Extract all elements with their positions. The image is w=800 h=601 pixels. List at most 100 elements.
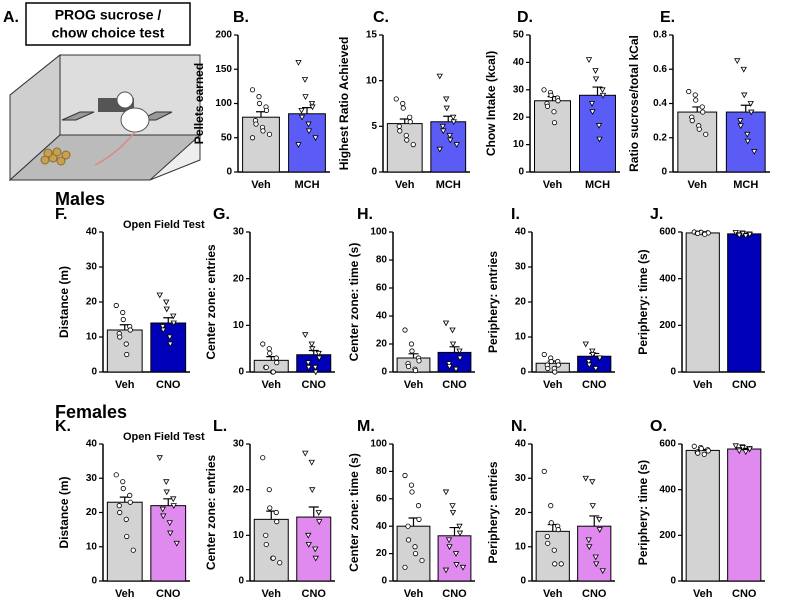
data-point (163, 299, 170, 306)
data-point (456, 523, 463, 530)
data-point (405, 523, 411, 529)
panel-letter: E. (660, 9, 675, 26)
data-point (736, 448, 743, 455)
bar (685, 449, 720, 582)
data-point (452, 551, 460, 557)
data-point (308, 459, 315, 466)
y-tick-label: 30 (233, 439, 245, 450)
data-point (552, 369, 558, 375)
bar (577, 355, 612, 373)
panel-letter: J. (650, 206, 663, 223)
x-tick-label: MCH (294, 179, 319, 191)
data-point (449, 327, 456, 334)
data-point (456, 348, 463, 355)
data-point (456, 355, 464, 362)
y-tick-label: 30 (515, 262, 527, 273)
y-tick-label: 100 (215, 98, 232, 109)
data-point (555, 98, 561, 104)
data-point (705, 448, 711, 454)
data-point (260, 455, 266, 461)
data-point (263, 107, 270, 113)
panel-letter: H. (357, 206, 373, 223)
x-tick-label: MCH (585, 179, 610, 191)
data-point (592, 366, 599, 372)
data-point (170, 320, 177, 327)
y-tick-label: 0 (91, 576, 97, 587)
x-tick-label: Veh (115, 379, 135, 391)
data-point (732, 443, 739, 450)
data-point (409, 348, 415, 354)
data-point (443, 96, 450, 103)
y-tick-label: 10 (86, 541, 98, 552)
data-point (309, 487, 316, 493)
data-point (436, 146, 443, 153)
data-point (585, 359, 592, 365)
data-point (298, 107, 305, 114)
data-point (170, 313, 177, 320)
data-point (736, 232, 743, 239)
data-point (312, 555, 319, 562)
data-point (308, 341, 315, 348)
x-tick-label: Veh (543, 179, 563, 191)
data-point (124, 533, 130, 540)
x-tick-label: Veh (693, 588, 713, 600)
y-tick-label: 20 (515, 507, 527, 518)
y-tick-label: 0.6 (653, 64, 667, 75)
y-tick-label: 5 (371, 121, 377, 132)
x-tick-label: CNO (302, 379, 327, 391)
y-axis-label: Center zone: time (s) (347, 453, 361, 572)
panel-letter: C. (373, 9, 389, 26)
y-tick-label: 20 (515, 297, 527, 308)
data-point (408, 341, 415, 347)
data-point (589, 352, 596, 358)
data-point (449, 510, 457, 516)
y-tick-label: 20 (233, 484, 245, 495)
x-tick-label: Veh (693, 379, 713, 391)
x-tick-label: CNO (442, 379, 467, 391)
data-point (167, 530, 174, 537)
data-point (407, 119, 413, 125)
y-tick-label: 0.4 (653, 98, 667, 109)
data-point (163, 306, 170, 313)
data-point (396, 123, 402, 129)
data-point (412, 367, 419, 374)
y-tick-label: 80 (376, 466, 388, 477)
y-tick-label: 200 (659, 320, 676, 331)
data-point (301, 77, 309, 83)
data-point (595, 123, 603, 129)
y-tick-label: 200 (659, 530, 676, 541)
data-point (274, 360, 280, 366)
data-point (555, 362, 561, 368)
data-point (123, 516, 129, 522)
data-point (740, 66, 747, 73)
data-point (173, 540, 180, 547)
data-point (548, 92, 554, 98)
data-point (302, 450, 309, 457)
error-bar (256, 111, 266, 118)
data-point (402, 564, 408, 570)
data-point (589, 479, 596, 485)
y-axis-label: Periphery: time (s) (636, 249, 650, 354)
box-title: chow choice test (52, 25, 165, 41)
data-point (734, 58, 741, 65)
y-tick-label: 30 (86, 262, 98, 273)
data-point (312, 369, 319, 376)
y-axis-label: Center zone: time (s) (347, 243, 361, 362)
data-point (742, 449, 749, 456)
y-tick-label: 0 (238, 576, 244, 587)
data-point (698, 445, 704, 452)
data-point (260, 341, 266, 347)
data-point (312, 364, 319, 371)
x-tick-label: Veh (115, 588, 135, 600)
y-tick-label: 50 (513, 30, 525, 41)
data-point (545, 540, 551, 546)
y-tick-label: 15 (366, 30, 378, 41)
y-axis-label: Periphery: time (s) (636, 460, 650, 565)
data-point (552, 561, 558, 567)
data-point (397, 128, 403, 134)
data-point (419, 557, 425, 564)
data-point (737, 123, 744, 130)
data-point (582, 475, 589, 482)
data-point (447, 137, 454, 144)
